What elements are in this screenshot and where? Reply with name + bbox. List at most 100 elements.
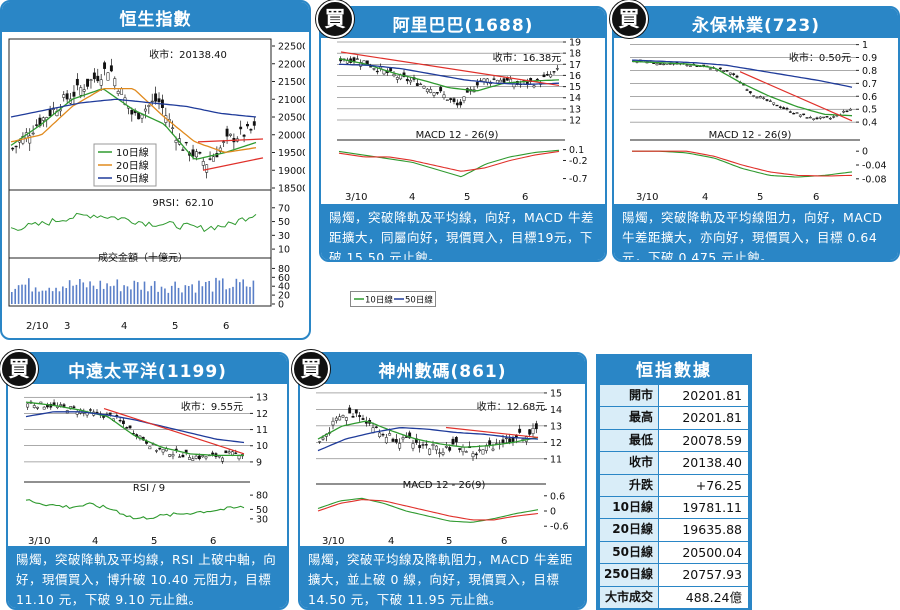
evergreen-candle xyxy=(768,100,772,102)
data-value: 19781.11 xyxy=(658,496,748,519)
coscopac-candle xyxy=(184,449,188,453)
alibaba-candle xyxy=(415,83,419,86)
alibaba-candle xyxy=(369,66,373,68)
hsi-volume-bar xyxy=(55,287,57,304)
hsi-volume-bar xyxy=(68,280,71,304)
digitalchina-candle xyxy=(454,437,458,443)
alibaba-candle xyxy=(499,79,503,83)
hsi-candle xyxy=(18,140,21,143)
evergreen-candle xyxy=(722,70,726,72)
alibaba-candle xyxy=(439,87,443,92)
hsi-volume-bar xyxy=(79,279,81,304)
digitalchina-candle xyxy=(451,438,455,445)
hsi-volume-bar xyxy=(221,278,224,304)
hsi-volume-tick-label: 20 xyxy=(278,291,290,302)
alibaba-price-tick-label: 14 xyxy=(569,93,581,104)
hsi-candle xyxy=(181,149,185,151)
hsi-volume-bar xyxy=(215,277,217,304)
coscopac-candle xyxy=(89,409,92,411)
data-label: 升跌 xyxy=(600,474,658,496)
hsi-candle xyxy=(140,114,144,119)
data-label: 最低 xyxy=(600,429,658,452)
evergreen-macd-tick-label: 0 xyxy=(862,147,868,158)
data-label: 大市成交 xyxy=(600,586,658,608)
hsi-volume-bar xyxy=(126,286,129,304)
hsi-candle xyxy=(150,100,154,103)
alibaba-candle xyxy=(482,78,486,82)
alibaba-candle xyxy=(442,94,446,98)
alibaba-chart: 收市：16.38元 MACD 12 - 26(9) 3/10 4 5 6 121… xyxy=(337,38,588,203)
hsi-volume-bar xyxy=(89,281,91,304)
hsi-price-tick-label: 21000 xyxy=(278,95,305,106)
coscopac-price-tick-label: 12 xyxy=(256,409,268,420)
hsi-candle xyxy=(222,141,226,143)
coscopac-candle xyxy=(188,457,191,460)
digitalchina-candle xyxy=(318,441,322,443)
hsi-volume-bar xyxy=(21,284,23,304)
alibaba-candle xyxy=(515,81,519,85)
evergreen-price-tick-label: 0.6 xyxy=(862,92,877,103)
hsi-date-4: 5 xyxy=(172,321,178,332)
hsi-volume-bar xyxy=(238,282,241,304)
digitalchina-panel: 神州數碼(861) 收市：12.68元 MACD 12 - 26(9) 3/10… xyxy=(298,352,587,610)
hsi-volume-tick-label: 80 xyxy=(278,264,290,275)
hsi-trendline-lower xyxy=(202,157,264,171)
hsi-volume-bar xyxy=(208,280,210,304)
hsi-volume-bar xyxy=(194,292,197,304)
coscopac-candle xyxy=(59,404,63,406)
hsi-candle xyxy=(147,105,151,107)
hsi-candle xyxy=(191,149,195,157)
digitalchina-trendline xyxy=(445,426,539,439)
hsi-rsi-line xyxy=(10,212,257,233)
data-value: 20500.04 xyxy=(658,541,748,564)
hsi-volume-bar xyxy=(225,289,227,304)
hsi-chart: 收市：20138.40 9RSI：62.10 成交金額（十億元） 10日線 20… xyxy=(8,38,308,332)
digitalchina-candle xyxy=(464,451,468,453)
digitalchina-chart: 收市：12.68元 MACD 12 - 26(9) 3/10 4 5 6 11 1… xyxy=(316,388,569,547)
coscopac-candle xyxy=(122,420,125,425)
digitalchina-candle xyxy=(481,449,485,455)
coscopac-ma10-line xyxy=(25,401,244,457)
alibaba-trendline xyxy=(340,51,560,87)
alibaba-candle xyxy=(542,74,546,78)
digitalchina-title: 神州數碼(861) xyxy=(378,362,507,382)
coscopac-candle xyxy=(155,450,158,452)
hsi-price-tick-label: 19500 xyxy=(278,148,305,159)
data-label: 10日線 xyxy=(600,496,658,519)
hsi-price-tick-label: 22000 xyxy=(278,59,305,70)
evergreen-candle xyxy=(752,95,756,97)
evergreen-candle xyxy=(775,104,779,107)
digitalchina-ma10-line xyxy=(317,420,539,448)
coscopac-rsi-tick-label: 30 xyxy=(256,514,268,525)
hsi-volume-bar xyxy=(38,291,40,304)
coscopac-candle xyxy=(72,406,76,409)
alibaba-candle xyxy=(435,92,439,94)
digitalchina-candle xyxy=(351,415,355,418)
hsi-candle xyxy=(249,128,253,131)
digitalchina-description: 陽燭，突破平均線及降軌阻力，MACD 牛差距擴大，並上破 0 線，向好，現價買入… xyxy=(300,546,585,608)
alibaba-price-tick-label: 12 xyxy=(569,116,581,127)
digitalchina-candle xyxy=(404,436,408,438)
digitalchina-price-tick-label: 13 xyxy=(550,421,562,432)
evergreen-macd-tick-label: -0.08 xyxy=(862,174,887,185)
evergreen-candle xyxy=(772,102,776,105)
coscopac-rsi-tick-label: 80 xyxy=(256,491,268,502)
evergreen-candle xyxy=(685,64,689,66)
coscopac-candle xyxy=(52,402,56,406)
hsi-volume-bar xyxy=(140,289,142,304)
evergreen-candle xyxy=(825,116,829,118)
hsi-date-3: 4 xyxy=(121,321,127,332)
hsi-volume-bar xyxy=(252,280,255,304)
evergreen-macd-line xyxy=(632,150,853,178)
evergreen-candle xyxy=(688,65,692,67)
hsi-data-panel: 恒指數據 開市 20201.81 最高 20201.81 最低 20078.59 收市… xyxy=(596,354,752,610)
buy-badge-evergreen: 買 xyxy=(610,0,648,38)
digitalchina-candle xyxy=(374,426,378,428)
digitalchina-macd-label: MACD 12 - 26(9) xyxy=(403,480,486,491)
evergreen-macd-tick-label: -0.04 xyxy=(862,161,887,172)
hsi-volume-bar xyxy=(170,285,173,304)
alibaba-close-label: 收市：16.38元 xyxy=(493,51,562,64)
coscopac-candle xyxy=(194,455,198,459)
digitalchina-close-label: 收市：12.68元 xyxy=(477,400,546,413)
coscopac-price-tick-label: 11 xyxy=(256,425,268,436)
